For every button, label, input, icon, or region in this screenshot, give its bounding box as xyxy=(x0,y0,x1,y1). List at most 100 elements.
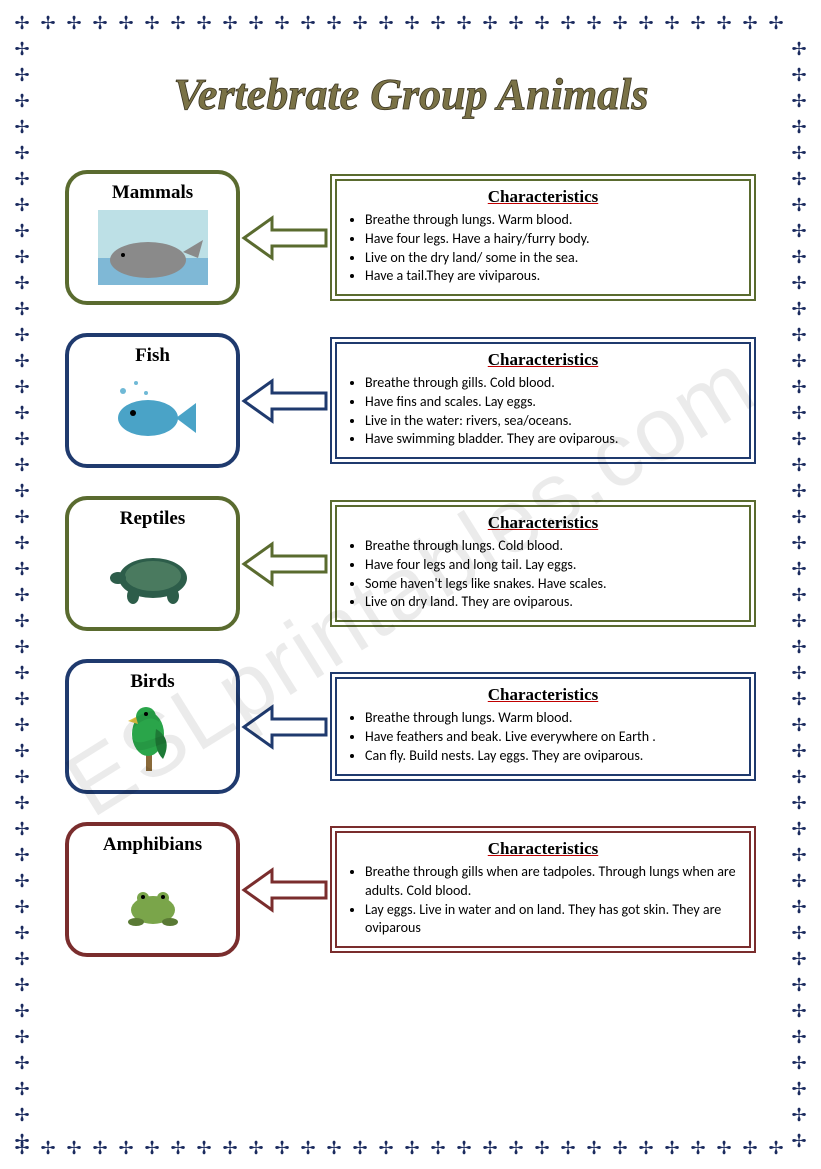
border-glyph: ✢ xyxy=(12,1026,32,1046)
group-image xyxy=(98,536,208,611)
border-glyph: ✢ xyxy=(12,792,32,812)
border-glyph: ✢ xyxy=(116,12,136,32)
characteristics-inner: Characteristics Breathe through gills whe… xyxy=(335,831,751,949)
border-glyph: ✢ xyxy=(38,1137,58,1157)
border-glyph: ✢ xyxy=(12,1137,32,1157)
characteristics-list: Breathe through gills when are tadpoles.… xyxy=(347,863,739,939)
border-glyph: ✢ xyxy=(12,636,32,656)
border-glyph: ✢ xyxy=(12,298,32,318)
title-text: Vertebrate Group Animals xyxy=(173,70,648,119)
group-name: Reptiles xyxy=(120,508,185,530)
border-glyph: ✢ xyxy=(272,1137,292,1157)
characteristics-item: Live on dry land. They are oviparous. xyxy=(365,593,739,612)
border-glyph: ✢ xyxy=(766,12,786,32)
characteristics-item: Breathe through lungs. Cold blood. xyxy=(365,537,739,556)
characteristics-list: Breathe through lungs. Warm blood.Have f… xyxy=(347,709,739,766)
border-glyph: ✢ xyxy=(789,766,809,786)
border-glyph: ✢ xyxy=(324,12,344,32)
border-glyph: ✢ xyxy=(789,350,809,370)
characteristics-item: Some haven't legs like snakes. Have scal… xyxy=(365,575,739,594)
border-glyph: ✢ xyxy=(12,350,32,370)
border-glyph: ✢ xyxy=(12,584,32,604)
border-glyph: ✢ xyxy=(350,1137,370,1157)
border-glyph: ✢ xyxy=(12,1078,32,1098)
border-glyph: ✢ xyxy=(532,12,552,32)
border-glyph: ✢ xyxy=(789,428,809,448)
group-name: Amphibians xyxy=(103,834,202,856)
border-glyph: ✢ xyxy=(789,896,809,916)
border-glyph: ✢ xyxy=(142,1137,162,1157)
border-glyph: ✢ xyxy=(789,506,809,526)
border-glyph: ✢ xyxy=(12,1130,32,1150)
border-glyph: ✢ xyxy=(584,1137,604,1157)
border-glyph: ✢ xyxy=(12,116,32,136)
characteristics-inner: CharacteristicsBreathe through lungs. Co… xyxy=(335,505,751,623)
border-glyph: ✢ xyxy=(610,12,630,32)
border-glyph: ✢ xyxy=(12,1000,32,1020)
border-glyph: ✢ xyxy=(789,818,809,838)
border-glyph: ✢ xyxy=(38,12,58,32)
border-glyph: ✢ xyxy=(766,1137,786,1157)
border-glyph: ✢ xyxy=(789,246,809,266)
border-glyph: ✢ xyxy=(789,532,809,552)
border-glyph: ✢ xyxy=(789,1078,809,1098)
border-glyph: ✢ xyxy=(789,168,809,188)
whale-icon xyxy=(98,210,208,285)
border-glyph: ✢ xyxy=(12,558,32,578)
border-glyph: ✢ xyxy=(12,610,32,630)
border-glyph: ✢ xyxy=(12,480,32,500)
characteristics-heading: Characteristics xyxy=(347,839,739,859)
border-glyph: ✢ xyxy=(789,1052,809,1072)
characteristics-item: Breathe through gills when are tadpoles.… xyxy=(365,863,739,901)
border-glyph: ✢ xyxy=(506,1137,526,1157)
border-glyph: ✢ xyxy=(789,584,809,604)
characteristics-list: Breathe through lungs. Cold blood.Have f… xyxy=(347,537,739,613)
border-glyph: ✢ xyxy=(789,740,809,760)
title-svg: Vertebrate Group Animals xyxy=(111,65,711,125)
characteristics-box: CharacteristicsBreathe through lungs. Wa… xyxy=(330,672,756,781)
border-glyph: ✢ xyxy=(428,1137,448,1157)
border-glyph: ✢ xyxy=(532,1137,552,1157)
parrot-icon xyxy=(98,699,208,774)
arrow xyxy=(240,379,330,423)
border-glyph: ✢ xyxy=(12,896,32,916)
border-glyph: ✢ xyxy=(12,714,32,734)
border-glyph: ✢ xyxy=(688,1137,708,1157)
arrow xyxy=(240,868,330,912)
border-glyph: ✢ xyxy=(376,1137,396,1157)
characteristics-item: Can fly. Build nests. Lay eggs. They are… xyxy=(365,747,739,766)
border-glyph: ✢ xyxy=(90,12,110,32)
border-glyph: ✢ xyxy=(714,12,734,32)
border-glyph: ✢ xyxy=(350,12,370,32)
border-glyph: ✢ xyxy=(12,272,32,292)
border-glyph: ✢ xyxy=(584,12,604,32)
characteristics-heading: Characteristics xyxy=(347,187,739,207)
border-glyph: ✢ xyxy=(220,1137,240,1157)
border-glyph: ✢ xyxy=(789,1130,809,1150)
turtle-icon xyxy=(98,536,208,611)
border-glyph: ✢ xyxy=(789,870,809,890)
border-glyph: ✢ xyxy=(480,12,500,32)
group-image xyxy=(98,699,208,774)
border-glyph: ✢ xyxy=(12,1052,32,1072)
arrow-icon xyxy=(242,542,328,586)
border-glyph: ✢ xyxy=(480,1137,500,1157)
border-glyph: ✢ xyxy=(12,766,32,786)
border-glyph: ✢ xyxy=(789,194,809,214)
border-glyph: ✢ xyxy=(402,12,422,32)
content-area: Vertebrate Group Animals Mammals Charact… xyxy=(55,55,766,1114)
border-glyph: ✢ xyxy=(12,376,32,396)
group-card: Reptiles xyxy=(65,496,240,631)
border-glyph: ✢ xyxy=(12,428,32,448)
border-glyph: ✢ xyxy=(12,870,32,890)
border-glyph: ✢ xyxy=(168,12,188,32)
border-glyph: ✢ xyxy=(558,1137,578,1157)
characteristics-list: Breathe through gills. Cold blood.Have f… xyxy=(347,374,739,450)
border-glyph: ✢ xyxy=(12,740,32,760)
border-glyph: ✢ xyxy=(12,90,32,110)
page-title: Vertebrate Group Animals xyxy=(55,65,766,130)
border-glyph: ✢ xyxy=(298,1137,318,1157)
characteristics-item: Breathe through gills. Cold blood. xyxy=(365,374,739,393)
border-glyph: ✢ xyxy=(789,324,809,344)
border-glyph: ✢ xyxy=(506,12,526,32)
